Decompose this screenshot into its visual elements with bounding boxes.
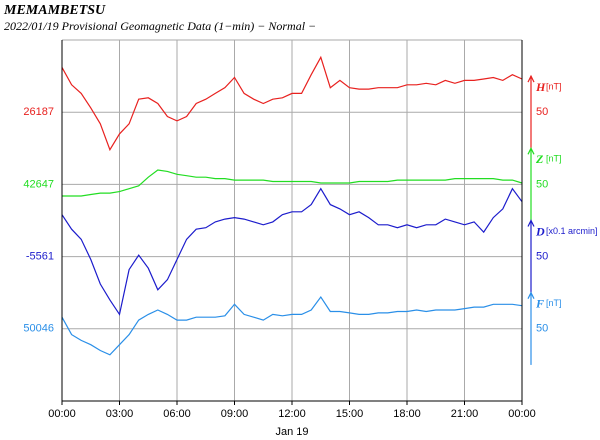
scale-label: 50	[536, 251, 548, 263]
scale-label: 50	[536, 106, 548, 118]
arrow-head	[527, 74, 535, 83]
legend-unit: [nT]	[546, 298, 562, 308]
arrow-head	[527, 291, 535, 299]
series-line	[61, 187, 523, 316]
legend-name: F	[535, 296, 544, 310]
chart-subtitle: 2022/01/19 Provisional Geomagnetic Data …	[4, 19, 316, 33]
scale-label: 50	[536, 323, 548, 335]
legend-unit: [nT]	[546, 81, 562, 91]
baseline-label: 50046	[23, 323, 54, 335]
legend-unit: [nT]	[546, 154, 562, 164]
legend-unit: [x0.1 arcmin]	[546, 226, 598, 236]
x-tick-label: 12:00	[278, 408, 306, 420]
x-tick-label: 09:00	[221, 408, 249, 420]
x-tick-label: 00:00	[48, 408, 76, 420]
chart-title: MEMAMBETSU	[3, 3, 106, 18]
x-tick-label: 06:00	[163, 408, 191, 420]
arrow-head	[527, 146, 535, 155]
x-tick-label: 18:00	[393, 408, 421, 420]
baseline-label: -5561	[26, 251, 54, 263]
legend-name: D	[535, 224, 545, 238]
scale-label: 50	[536, 178, 548, 190]
x-axis-label: Jan 19	[275, 426, 308, 438]
legend-name: Z	[535, 152, 544, 166]
baseline-label: 42647	[23, 178, 54, 190]
x-tick-label: 15:00	[336, 408, 364, 420]
x-tick-label: 00:00	[508, 408, 536, 420]
arrow-head	[527, 219, 535, 227]
baseline-label: 26187	[23, 106, 54, 118]
series-line	[62, 169, 523, 197]
series-line	[61, 295, 523, 356]
series-line	[61, 55, 523, 152]
legend-name: H	[535, 80, 546, 94]
x-tick-label: 03:00	[106, 408, 134, 420]
x-tick-label: 21:00	[451, 408, 479, 420]
